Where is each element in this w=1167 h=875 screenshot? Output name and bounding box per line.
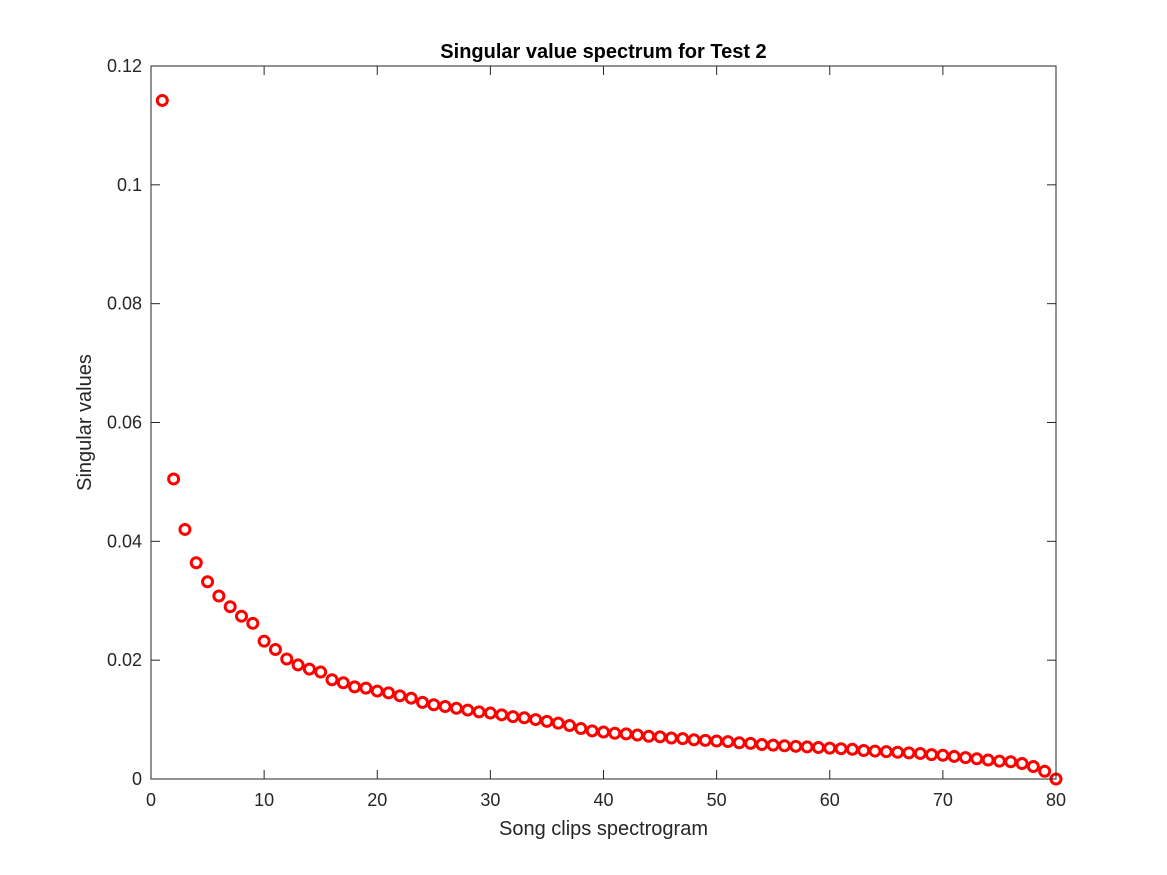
data-point	[246, 616, 260, 630]
data-point	[449, 701, 463, 715]
data-point	[359, 681, 373, 695]
plot-area	[151, 66, 1056, 779]
x-tick-label: 80	[1046, 790, 1066, 810]
y-tick-label: 0.1	[117, 175, 142, 195]
chart-title: Singular value spectrum for Test 2	[440, 41, 766, 63]
data-points	[155, 93, 1063, 786]
y-tick-label: 0.02	[107, 650, 142, 670]
x-tick-label: 50	[707, 790, 727, 810]
data-point	[382, 686, 396, 700]
data-point	[404, 691, 418, 705]
data-point	[529, 713, 543, 727]
x-tick-label: 40	[593, 790, 613, 810]
data-point	[167, 472, 181, 486]
y-tick-label: 0.12	[107, 56, 142, 76]
data-point	[563, 719, 577, 733]
data-point	[155, 93, 169, 107]
data-point	[540, 714, 554, 728]
data-point	[336, 676, 350, 690]
data-point	[370, 684, 384, 698]
data-point	[235, 609, 248, 623]
data-point	[393, 689, 407, 703]
data-point	[189, 556, 203, 570]
data-point	[280, 652, 294, 666]
data-point	[495, 708, 509, 722]
data-point	[1038, 764, 1052, 778]
y-tick-label: 0.08	[107, 294, 142, 314]
x-tick-label: 20	[367, 790, 387, 810]
data-point	[483, 706, 497, 720]
data-point	[314, 665, 328, 679]
data-point	[325, 673, 339, 687]
x-tick-label: 10	[254, 790, 274, 810]
data-point	[257, 634, 271, 648]
data-point	[1004, 755, 1018, 769]
x-tick-label: 70	[933, 790, 953, 810]
data-point	[427, 698, 441, 712]
data-point	[517, 711, 531, 725]
axis-tick-labels: 0 10 20 30 40 50 60 70 80 0 0.02 0.04 0.06 0.08 0.1 0.1…	[107, 56, 1066, 810]
x-tick-label: 0	[146, 790, 156, 810]
data-point	[291, 658, 305, 672]
data-point	[574, 721, 588, 735]
data-point	[268, 642, 282, 656]
data-point	[212, 589, 226, 603]
data-point	[461, 703, 475, 717]
y-tick-label: 0.04	[107, 531, 142, 551]
y-axis-label: Singular values	[74, 354, 96, 491]
data-point	[438, 700, 452, 714]
data-point	[1026, 760, 1040, 774]
data-point	[302, 662, 316, 676]
data-point	[416, 695, 429, 709]
x-tick-label: 30	[480, 790, 500, 810]
data-point	[1015, 757, 1029, 771]
y-tick-label: 0.06	[107, 413, 142, 433]
data-point	[551, 716, 565, 730]
x-tick-label: 60	[820, 790, 840, 810]
x-axis-label: Song clips spectrogram	[499, 818, 708, 840]
data-point	[201, 575, 215, 589]
y-tick-label: 0	[132, 769, 142, 789]
data-point	[178, 522, 192, 536]
axes-box	[150, 65, 1057, 780]
data-point	[223, 600, 237, 614]
